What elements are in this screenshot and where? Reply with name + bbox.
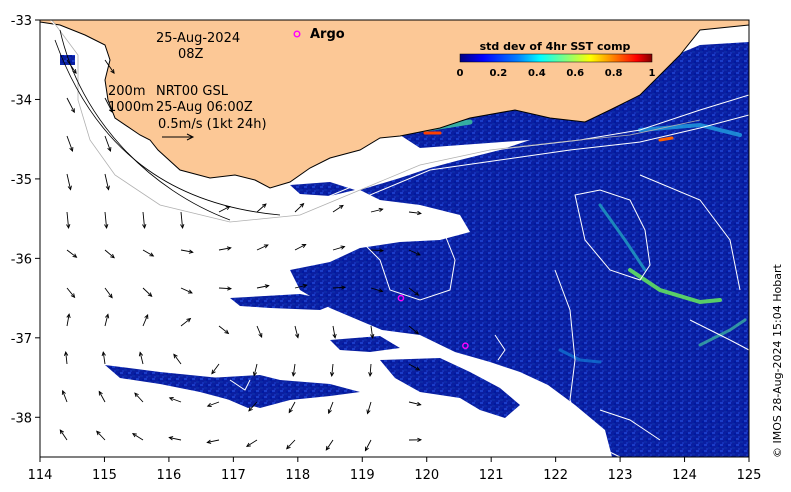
colorbar-tick: 0 (457, 68, 464, 79)
lon-tick-label: 114 (28, 468, 53, 483)
lat-tick-label: -37 (11, 332, 32, 347)
map-date: 25-Aug-2024 (156, 31, 240, 46)
lon-tick-label: 123 (608, 468, 633, 483)
lon-tick-label: 124 (672, 468, 697, 483)
sst-map: 114 115 116 117 118 119 120 121 122 123 124 125 -33… (0, 0, 791, 492)
argo-legend-label: Argo (310, 27, 345, 42)
colorbar-gradient (460, 54, 652, 62)
lon-tick-label: 118 (285, 468, 310, 483)
lon-tick-label: 115 (92, 468, 117, 483)
lat-tick-label: -33 (11, 14, 32, 29)
scale-vector-label: 0.5m/s (1kt 24h) (158, 117, 267, 132)
colorbar-tick: 1 (649, 68, 656, 79)
lat-tick-label: -35 (11, 173, 32, 188)
lat-tick-label: -38 (11, 411, 32, 426)
lat-tick-label: -36 (11, 252, 32, 267)
lon-tick-label: 121 (479, 468, 504, 483)
colorbar-title: std dev of 4hr SST comp (480, 40, 631, 53)
lon-tick-label: 125 (737, 468, 762, 483)
product-label: NRT00 GSL (156, 84, 229, 99)
colorbar-tick: 0.2 (490, 68, 508, 79)
lon-tick-label: 117 (221, 468, 246, 483)
depth-line-label: 200m (108, 84, 145, 99)
map-hour: 08Z (178, 47, 204, 62)
longitude-axis: 114 115 116 117 118 119 120 121 122 123 124 125 (28, 457, 762, 483)
velocity-time-label: 25-Aug 06:00Z (156, 100, 253, 115)
latitude-axis: -33 -34 -35 -36 -37 -38 (11, 14, 40, 426)
lon-tick-label: 116 (156, 468, 181, 483)
contour-line-label: 1000m (108, 100, 154, 115)
colorbar-tick: 0.4 (528, 68, 546, 79)
lon-tick-label: 122 (543, 468, 568, 483)
lon-tick-label: 120 (414, 468, 439, 483)
lon-tick-label: 119 (350, 468, 375, 483)
colorbar-tick: 0.6 (566, 68, 584, 79)
colorbar-tick: 0.8 (605, 68, 623, 79)
credit-text: © IMOS 28-Aug-2024 15:04 Hobart (771, 264, 784, 458)
lat-tick-label: -34 (11, 93, 32, 108)
